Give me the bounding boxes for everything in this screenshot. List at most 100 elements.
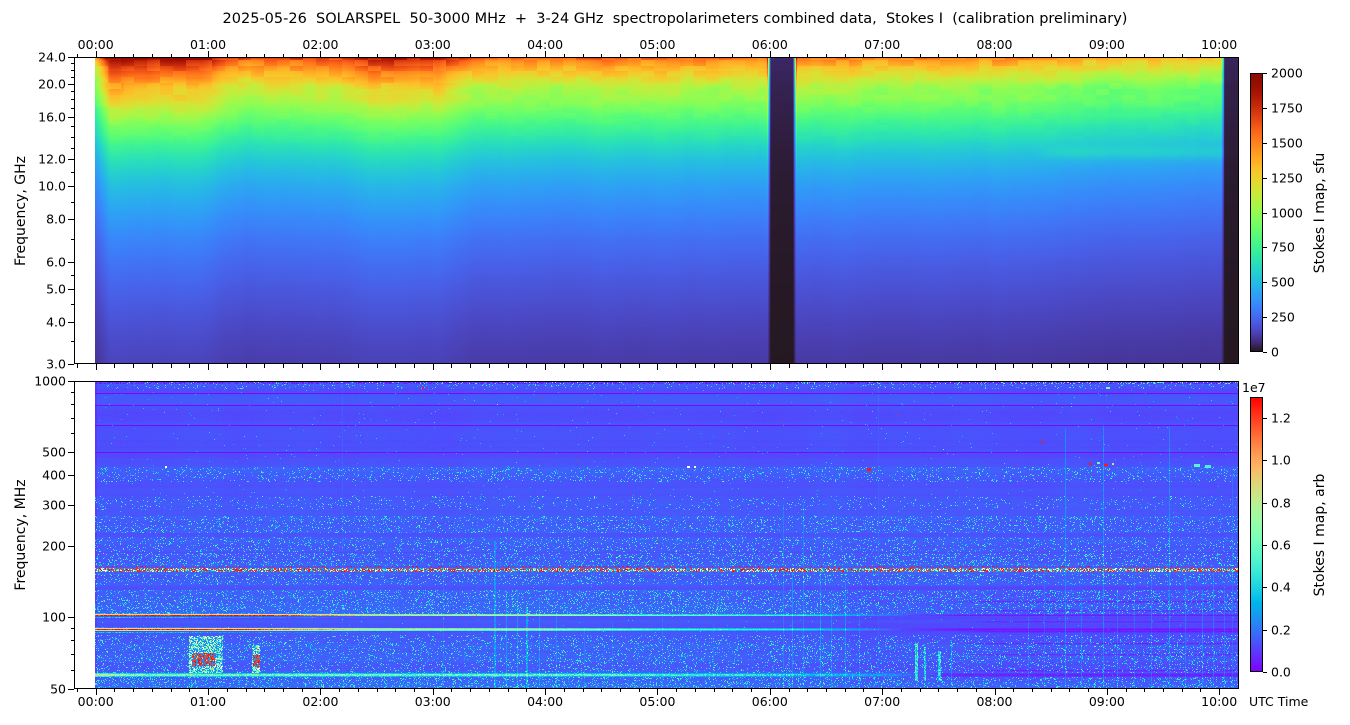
x-minor-tick-bottom (339, 688, 341, 692)
x-minor-tick-top (1088, 53, 1090, 57)
x-major-tick-bottom (95, 688, 97, 695)
x-minor-tick-bottom (900, 688, 902, 692)
x-minor-tick-bottom (1050, 688, 1052, 692)
x-minor-tick-mid (563, 364, 565, 368)
x-minor-tick-mid (264, 364, 266, 368)
y-major-tick-ghz (68, 116, 74, 118)
x-minor-tick-mid (1013, 364, 1015, 368)
colorbar-bottom-tick (1263, 418, 1267, 420)
x-minor-tick-bottom (1088, 688, 1090, 692)
x-minor-tick-mid (1031, 364, 1033, 368)
x-major-tick-top (769, 51, 771, 57)
x-minor-tick-top (1163, 53, 1165, 57)
colorbar-bottom-tick-label: 0.4 (1271, 579, 1291, 595)
x-tick-label-bottom: 00:00 (77, 694, 114, 709)
y-tick-label-mhz: 200 (42, 538, 66, 554)
colorbar-top-tick-label: 750 (1271, 239, 1295, 255)
x-major-tick-mid (1219, 364, 1221, 370)
x-minor-tick-mid (414, 364, 416, 368)
x-minor-tick-mid (357, 364, 359, 368)
x-tick-label-top: 06:00 (751, 37, 788, 52)
x-tick-label-bottom: 10:00 (1201, 694, 1238, 709)
x-minor-tick-bottom (151, 688, 153, 692)
x-tick-label-top: 10:00 (1201, 37, 1238, 52)
x-minor-tick-mid (507, 364, 509, 368)
y-minor-tick-mhz (70, 403, 74, 405)
colorbar-top-tick (1263, 247, 1267, 249)
colorbar-top-tick (1263, 142, 1267, 144)
x-minor-tick-bottom (451, 688, 453, 692)
x-minor-tick-top (76, 53, 78, 57)
x-minor-tick-top (301, 53, 303, 57)
x-major-tick-bottom (545, 688, 547, 695)
x-major-tick-mid (769, 364, 771, 370)
x-minor-tick-mid (282, 364, 284, 368)
x-minor-tick-mid (1069, 364, 1071, 368)
x-minor-tick-mid (638, 364, 640, 368)
x-minor-tick-bottom (133, 688, 135, 692)
x-minor-tick-top (713, 53, 715, 57)
colorbar-top-tick (1263, 282, 1267, 284)
x-minor-tick-top (357, 53, 359, 57)
x-minor-tick-bottom (376, 688, 378, 692)
x-minor-tick-bottom (638, 688, 640, 692)
x-minor-tick-bottom (526, 688, 528, 692)
x-minor-tick-mid (76, 364, 78, 368)
x-minor-tick-top (414, 53, 416, 57)
y-major-tick-ghz (68, 219, 74, 221)
x-minor-tick-top (264, 53, 266, 57)
y-tick-label-ghz: 6.0 (46, 254, 66, 270)
x-minor-tick-top (844, 53, 846, 57)
x-minor-tick-mid (395, 364, 397, 368)
x-tick-label-top: 08:00 (976, 37, 1013, 52)
x-major-tick-bottom (657, 688, 659, 695)
x-minor-tick-top (863, 53, 865, 57)
x-major-tick-top (545, 51, 547, 57)
x-minor-tick-mid (376, 364, 378, 368)
x-minor-tick-bottom (1181, 688, 1183, 692)
x-minor-tick-mid (825, 364, 827, 368)
y-tick-label-mhz: 1000 (34, 373, 66, 389)
x-minor-tick-mid (470, 364, 472, 368)
x-minor-tick-mid (488, 364, 490, 368)
y-minor-tick-mhz (70, 628, 74, 630)
x-minor-tick-top (732, 53, 734, 57)
x-major-tick-mid (882, 364, 884, 370)
x-minor-tick-mid (844, 364, 846, 368)
y-tick-label-ghz: 12.0 (38, 151, 66, 167)
x-minor-tick-bottom (357, 688, 359, 692)
colorbar-bottom-tick-label: 1.2 (1271, 410, 1291, 426)
colorbar-top-tick-label: 1250 (1271, 170, 1303, 186)
y-minor-tick-ghz (70, 107, 74, 109)
bottom-colorbar-label: Stokes I map, arb (1312, 473, 1328, 596)
x-tick-label-top: 07:00 (864, 37, 901, 52)
x-minor-tick-mid (526, 364, 528, 368)
y-tick-label-mhz: 50 (50, 681, 66, 696)
colorbar-top-tick-label: 1000 (1271, 205, 1303, 220)
y-minor-tick-ghz (70, 304, 74, 306)
top-colorbar-gradient (1250, 73, 1263, 352)
colorbar-top-tick-label: 2000 (1271, 65, 1303, 81)
x-major-tick-bottom (994, 688, 996, 695)
bottom-colorbar-frame (1250, 397, 1263, 672)
x-tick-label-top: 02:00 (302, 37, 339, 52)
y-tick-label-ghz: 3.0 (46, 356, 66, 372)
x-minor-tick-bottom (788, 688, 790, 692)
y-minor-tick-ghz (70, 91, 74, 93)
x-minor-tick-top (1125, 53, 1127, 57)
y-major-tick-ghz (68, 288, 74, 290)
y-tick-label-ghz: 10.0 (38, 178, 66, 194)
x-minor-tick-mid (732, 364, 734, 368)
colorbar-bottom-tick (1263, 587, 1267, 589)
x-minor-tick-mid (339, 364, 341, 368)
x-tick-label-bottom: 02:00 (302, 694, 339, 709)
x-minor-tick-top (1069, 53, 1071, 57)
colorbar-top-tick-label: 250 (1271, 309, 1295, 325)
colorbar-top-tick-label: 1500 (1271, 135, 1303, 151)
x-major-tick-top (95, 51, 97, 57)
y-minor-tick-mhz (70, 433, 74, 435)
y-tick-label-mhz: 400 (42, 467, 66, 483)
x-minor-tick-mid (751, 364, 753, 368)
x-minor-tick-top (376, 53, 378, 57)
colorbar-bottom-tick-label: 0.0 (1271, 664, 1291, 680)
